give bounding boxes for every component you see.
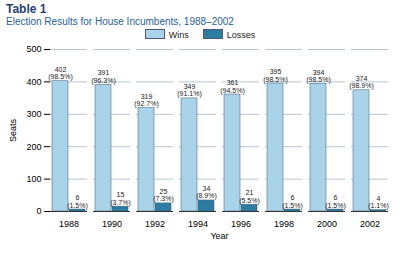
- svg-text:6(1.5%): 6(1.5%): [325, 194, 346, 209]
- svg-text:1990: 1990: [102, 219, 122, 229]
- svg-text:349(91.1%): 349(91.1%): [177, 83, 202, 98]
- svg-text:0: 0: [36, 206, 41, 216]
- svg-text:1988: 1988: [59, 219, 79, 229]
- svg-text:1998: 1998: [274, 219, 294, 229]
- svg-text:2000: 2000: [317, 219, 337, 229]
- svg-text:391(96.3%): 391(96.3%): [91, 69, 116, 84]
- svg-text:402(98.5%): 402(98.5%): [48, 66, 73, 81]
- html-text:Election Results for House Inc: Election Results for House Incumbents, 1…: [6, 16, 234, 27]
- svg-text:6(1.5%): 6(1.5%): [282, 194, 303, 209]
- svg-text:394(98.5%): 394(98.5%): [306, 68, 331, 83]
- svg-text:1994: 1994: [188, 219, 208, 229]
- svg-text:200: 200: [26, 142, 41, 152]
- svg-text:4(1.1%): 4(1.1%): [368, 195, 389, 210]
- html-text:Losses: Losses: [226, 30, 256, 40]
- html-text:Wins: Wins: [168, 30, 189, 40]
- svg-text:361(94.5%): 361(94.5%): [220, 79, 245, 94]
- svg-text:15(3.7%): 15(3.7%): [110, 191, 131, 206]
- svg-text:34(8.9%): 34(8.9%): [196, 185, 217, 200]
- svg-text:1992: 1992: [145, 219, 165, 229]
- svg-text:Year: Year: [210, 231, 228, 241]
- svg-text:300: 300: [26, 109, 41, 119]
- svg-text:374(98.9%): 374(98.9%): [349, 75, 374, 90]
- svg-text:6(1.5%): 6(1.5%): [67, 194, 88, 209]
- svg-text:2002: 2002: [360, 219, 380, 229]
- svg-text:Seats: Seats: [8, 118, 18, 142]
- svg-text:395(98.5%): 395(98.5%): [263, 68, 288, 83]
- svg-text:1996: 1996: [231, 219, 251, 229]
- svg-text:100: 100: [26, 174, 41, 184]
- html-text:Table 1: Table 1: [6, 2, 47, 16]
- svg-text:21(5.5%): 21(5.5%): [239, 189, 260, 204]
- svg-text:500: 500: [26, 44, 41, 54]
- svg-text:25(7.3%): 25(7.3%): [153, 188, 174, 203]
- svg-text:319(92.7%): 319(92.7%): [134, 93, 159, 108]
- svg-text:400: 400: [26, 77, 41, 87]
